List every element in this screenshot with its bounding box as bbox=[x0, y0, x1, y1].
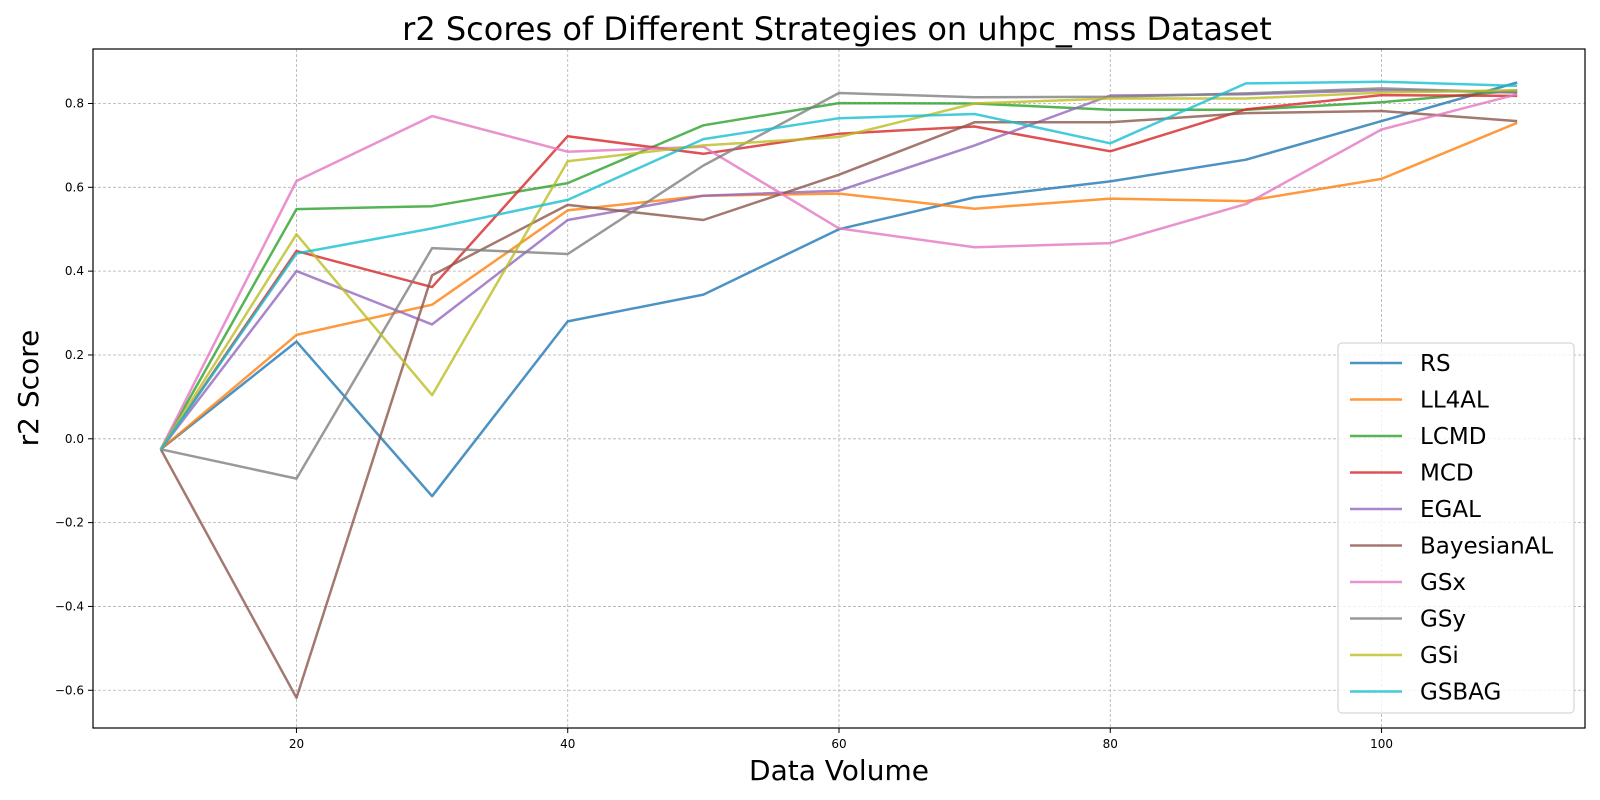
series-line-ll4al bbox=[159, 121, 1518, 451]
legend-label: BayesianAL bbox=[1420, 534, 1553, 560]
legend-item-mcd: MCD bbox=[1350, 461, 1474, 487]
legend-label: GSBAG bbox=[1420, 680, 1501, 706]
y-tick-label: 0.6 bbox=[65, 180, 84, 194]
series-line-gsy bbox=[160, 87, 1518, 480]
legend-label: LL4AL bbox=[1420, 388, 1489, 414]
y-axis-label: r2 Score bbox=[12, 330, 45, 447]
legend-item-gsbag: GSBAG bbox=[1350, 680, 1501, 706]
y-tick-label: 0.0 bbox=[65, 432, 84, 446]
legend-item-bayesianal: BayesianAL bbox=[1350, 534, 1553, 560]
y-tick-label: −0.4 bbox=[55, 599, 84, 613]
series-line-lcmd bbox=[159, 89, 1518, 450]
x-tick-label: 100 bbox=[1370, 737, 1393, 751]
y-tick-label: 0.4 bbox=[65, 264, 84, 278]
legend-label: MCD bbox=[1420, 461, 1474, 487]
legend-label: GSx bbox=[1420, 570, 1466, 596]
x-tick-label: 60 bbox=[831, 737, 846, 751]
legend-item-egal: EGAL bbox=[1350, 497, 1481, 523]
legend: RS LL4AL LCMD MCD EGAL BayesianAL GSx GSy GSi GSB… bbox=[1337, 342, 1575, 714]
legend-label: GSy bbox=[1420, 607, 1466, 633]
x-tick-label: 40 bbox=[560, 737, 575, 751]
legend-item-gsy: GSy bbox=[1350, 607, 1466, 633]
series-line-mcd bbox=[159, 93, 1518, 451]
legend-item-ll4al: LL4AL bbox=[1350, 388, 1489, 414]
y-tick-label: 0.8 bbox=[65, 96, 84, 110]
legend-item-lcmd: LCMD bbox=[1350, 424, 1486, 450]
y-tick-label: −0.2 bbox=[55, 516, 84, 530]
chart-title: r2 Scores of Different Strategies on uhp… bbox=[402, 10, 1272, 48]
x-tick-label: 20 bbox=[289, 737, 304, 751]
series-line-bayesianal bbox=[159, 109, 1518, 700]
legend-item-rs: RS bbox=[1350, 351, 1451, 377]
series-line-gsi bbox=[159, 88, 1518, 450]
legend-label: EGAL bbox=[1420, 497, 1481, 523]
x-tick-label: 80 bbox=[1103, 737, 1118, 751]
series-lines bbox=[159, 80, 1518, 700]
legend-label: LCMD bbox=[1420, 424, 1486, 450]
y-tick-label: 0.2 bbox=[65, 348, 84, 362]
series-line-gsbag bbox=[159, 80, 1518, 451]
y-tick-label: −0.6 bbox=[55, 683, 84, 697]
series-line-gsx bbox=[159, 93, 1518, 450]
legend-item-gsi: GSi bbox=[1350, 643, 1459, 669]
x-axis-label: Data Volume bbox=[749, 754, 929, 787]
legend-label: RS bbox=[1420, 351, 1451, 377]
legend-label: GSi bbox=[1420, 643, 1459, 669]
legend-item-gsx: GSx bbox=[1350, 570, 1466, 596]
axis-ticks: 20 40 60 80 100 −0.6 −0.4 −0.2 0.0 0.2 0.4 0.6 0.8 bbox=[55, 96, 1393, 751]
